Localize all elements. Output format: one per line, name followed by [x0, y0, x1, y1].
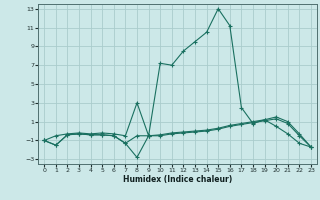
X-axis label: Humidex (Indice chaleur): Humidex (Indice chaleur) [123, 175, 232, 184]
